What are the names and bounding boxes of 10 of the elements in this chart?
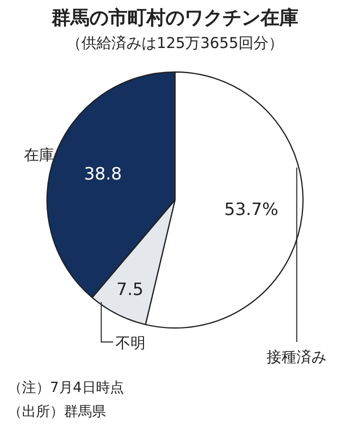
chart-subtitle: （供給済みは125万3655回分） bbox=[66, 34, 284, 52]
data-label: 7.5 bbox=[116, 280, 144, 300]
text: （出所）群馬県 bbox=[8, 404, 106, 420]
text: （注）7月4日時点 bbox=[8, 380, 124, 396]
slice-label: 在庫 bbox=[24, 146, 54, 164]
data-label: 38.8 bbox=[84, 164, 122, 185]
chart-title: 群馬の市町村のワクチン在庫 bbox=[50, 7, 298, 29]
data-label: 53.7% bbox=[224, 200, 278, 220]
slice-label: 接種済み bbox=[266, 348, 327, 366]
slice-label: 不明 bbox=[115, 334, 146, 352]
